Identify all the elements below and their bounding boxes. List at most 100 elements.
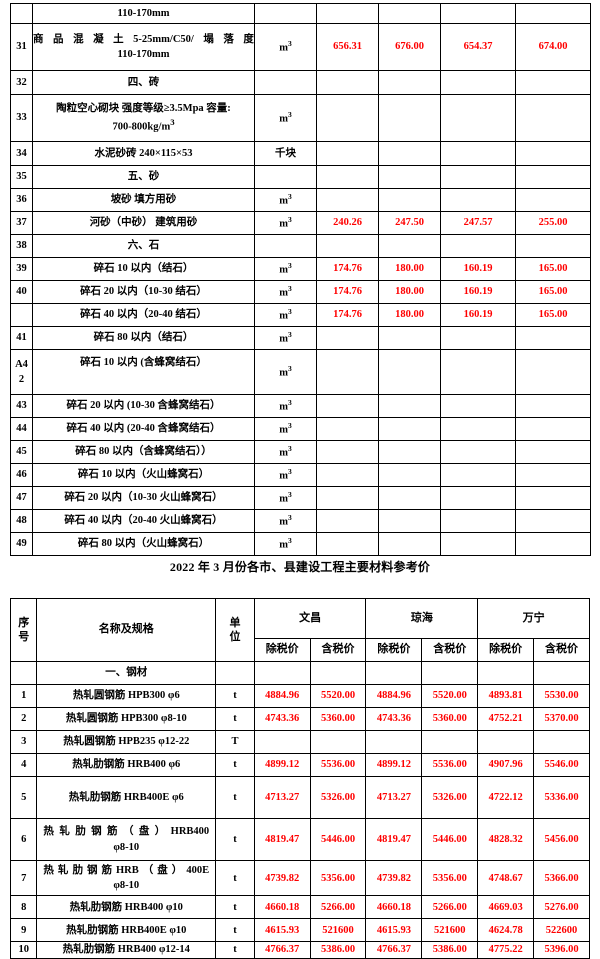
unit-cell bbox=[254, 165, 317, 189]
price-cell bbox=[515, 3, 591, 24]
price-cell bbox=[316, 3, 379, 24]
material-name-cell: 热轧肋钢筋 HRB400E φ6 bbox=[36, 776, 217, 819]
row-number-cell: 38 bbox=[10, 234, 33, 258]
header-subcol-含税价: 含税价 bbox=[309, 638, 367, 662]
price-cell bbox=[533, 661, 590, 685]
table-row: 39 碎石 10 以内（结石） m3 174.76 180.00 160.19 165.00 bbox=[10, 257, 591, 281]
price-cell bbox=[440, 509, 516, 533]
row-number-cell: 33 bbox=[10, 94, 33, 142]
material-name-cell: 碎石 40 以内（20-40 火山蜂窝石） bbox=[32, 509, 255, 533]
row-number-cell: 44 bbox=[10, 417, 33, 441]
price-cell bbox=[365, 730, 423, 754]
price-cell bbox=[378, 234, 441, 258]
row-number-cell: 32 bbox=[10, 70, 33, 95]
price-cell bbox=[316, 440, 379, 464]
unit-cell: m3 bbox=[254, 532, 317, 556]
price-cell bbox=[515, 486, 591, 510]
price-cell: 160.19 bbox=[440, 257, 516, 281]
table-row: 33 陶粒空心砌块 强度等级≥3.5Mpa 容量: 700-800kg/m3 m3 bbox=[10, 94, 591, 142]
unit-cell: m3 bbox=[254, 417, 317, 441]
price-cell: 4615.93 bbox=[365, 918, 423, 943]
price-cell: 4752.21 bbox=[477, 707, 535, 731]
unit-cell: m3 bbox=[254, 94, 317, 142]
price-cell bbox=[378, 349, 441, 395]
price-cell bbox=[378, 532, 441, 556]
price-cell bbox=[515, 509, 591, 533]
unit-cell: m3 bbox=[254, 257, 317, 281]
price-cell: 255.00 bbox=[515, 211, 591, 235]
price-cell bbox=[515, 141, 591, 166]
price-cell: 4775.22 bbox=[477, 941, 535, 959]
price-cell bbox=[421, 661, 479, 685]
price-cell bbox=[515, 234, 591, 258]
price-cell bbox=[378, 188, 441, 212]
table-row: 43 碎石 20 以内 (10-30 含蜂窝结石） m3 bbox=[10, 394, 591, 418]
price-cell bbox=[378, 3, 441, 24]
price-cell: 4884.96 bbox=[365, 684, 423, 708]
price-cell: 4713.27 bbox=[365, 776, 423, 819]
price-cell bbox=[515, 165, 591, 189]
unit-cell bbox=[215, 661, 255, 685]
table-subheader-row: 除税价 含税价 除税价 含税价 除税价 含税价 bbox=[11, 638, 590, 662]
unit-cell: m3 bbox=[254, 303, 317, 327]
price-cell: 4713.27 bbox=[253, 776, 311, 819]
table-row: 碎石 40 以内（20-40 结石） m3 174.76 180.00 160.19 16… bbox=[10, 303, 591, 327]
price-cell: 5530.00 bbox=[533, 684, 590, 708]
price-cell bbox=[477, 661, 535, 685]
unit-cell: m3 bbox=[254, 394, 317, 418]
table-row: 31 商品混凝土 5-25mm/C50/塌落度 110-170mm m3 656.31 67… bbox=[10, 23, 591, 71]
price-cell bbox=[316, 188, 379, 212]
price-cell bbox=[440, 349, 516, 395]
table-row: 6 热轧肋钢筋（盘） HRB400 φ8-10 t 4819.47 5446.00 4819.… bbox=[9, 818, 590, 861]
price-cell bbox=[440, 165, 516, 189]
unit-cell: t bbox=[215, 859, 255, 897]
price-cell bbox=[378, 94, 441, 142]
material-name-cell: 热轧圆钢筋 HPB300 φ8-10 bbox=[36, 707, 217, 731]
row-number-cell: 40 bbox=[10, 280, 33, 304]
table-row: 46 碎石 10 以内（火山蜂窝石） m3 bbox=[10, 463, 591, 487]
price-cell bbox=[378, 463, 441, 487]
row-number-cell: 2 bbox=[9, 707, 38, 731]
row-number-cell: 49 bbox=[10, 532, 33, 556]
row-number-cell: 3 bbox=[9, 730, 38, 754]
table-row: 4 热轧肋钢筋 HRB400 φ6 t 4899.12 5536.00 4899.12 55… bbox=[9, 753, 590, 777]
price-cell bbox=[365, 661, 423, 685]
price-cell bbox=[316, 234, 379, 258]
price-cell: 5520.00 bbox=[309, 684, 367, 708]
material-name-cell: 四、砖 bbox=[32, 70, 255, 95]
price-cell bbox=[515, 394, 591, 418]
row-number-cell: 47 bbox=[10, 486, 33, 510]
price-cell: 165.00 bbox=[515, 257, 591, 281]
header-subcol-除税价: 除税价 bbox=[477, 638, 535, 662]
row-number-cell: 1 bbox=[9, 684, 38, 708]
price-cell: 5326.00 bbox=[309, 776, 367, 819]
price-cell bbox=[316, 141, 379, 166]
price-cell: 676.00 bbox=[378, 23, 441, 71]
price-cell bbox=[515, 440, 591, 464]
unit-cell: m3 bbox=[254, 463, 317, 487]
price-cell bbox=[440, 234, 516, 258]
price-cell bbox=[378, 486, 441, 510]
unit-cell: m3 bbox=[254, 509, 317, 533]
unit-cell: t bbox=[215, 684, 255, 708]
price-cell: 5386.00 bbox=[421, 941, 479, 959]
price-cell bbox=[440, 188, 516, 212]
table-row: 45 碎石 80 以内（含蜂窝结石）） m3 bbox=[10, 440, 591, 464]
price-cell bbox=[378, 165, 441, 189]
price-cell: 4828.32 bbox=[477, 818, 535, 861]
unit-cell: T bbox=[215, 730, 255, 754]
table-row: 35 五、砂 bbox=[10, 165, 591, 189]
row-number-cell: 36 bbox=[10, 188, 33, 212]
price-cell: 4907.96 bbox=[477, 753, 535, 777]
price-cell bbox=[440, 463, 516, 487]
reference-prices-table: 序号名称及规格单位文昌 琼海 万宁 除税价 含税价 除税价 含税价 除税价 含税价 一、钢材 1 热轧… bbox=[9, 598, 590, 959]
price-cell: 5276.00 bbox=[533, 895, 590, 920]
material-name-cell: 110-170mm bbox=[32, 3, 255, 24]
price-cell bbox=[316, 94, 379, 142]
unit-cell: t bbox=[215, 707, 255, 731]
price-cell bbox=[316, 70, 379, 95]
price-cell bbox=[440, 440, 516, 464]
row-number-cell: 6 bbox=[9, 818, 38, 861]
price-cell bbox=[253, 661, 311, 685]
material-name-cell: 热轧肋钢筋 HRB400 φ10 bbox=[36, 895, 217, 920]
